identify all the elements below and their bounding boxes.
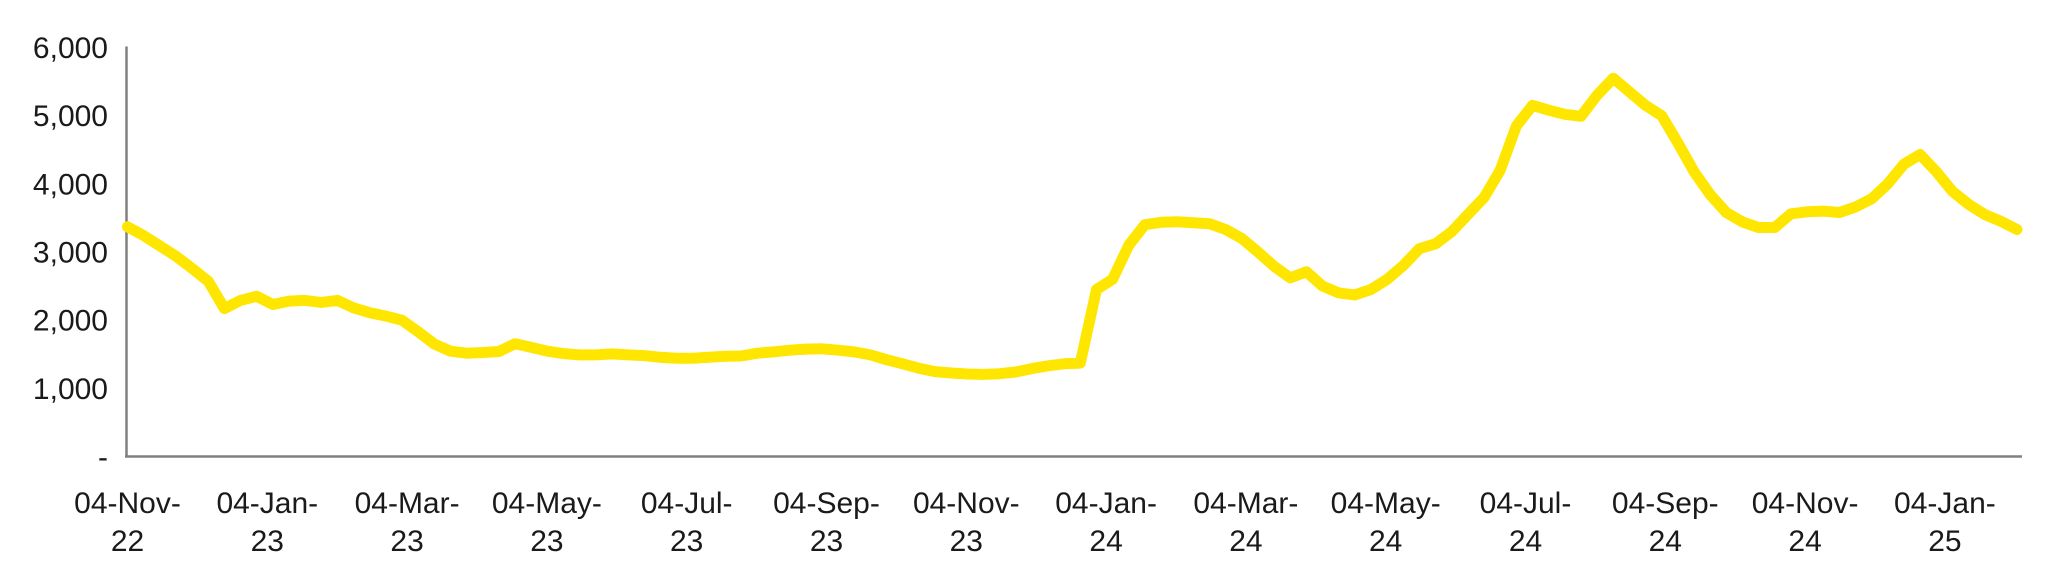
x-tick-label: 04-Sep-23 <box>773 487 880 558</box>
y-tick-label: 3,000 <box>33 237 108 270</box>
x-tick-label: 04-Jan-25 <box>1894 487 1996 558</box>
x-tick-label: 04-Jul-23 <box>641 487 733 558</box>
y-tick-label: 6,000 <box>33 32 108 65</box>
x-tick-label: 04-Nov-24 <box>1752 487 1859 558</box>
x-tick-label: 04-May-24 <box>1331 487 1441 558</box>
x-tick-label: 04-Jan-23 <box>216 487 318 558</box>
x-tick-label: 04-Sep-24 <box>1612 487 1719 558</box>
y-tick-label: 4,000 <box>33 168 108 201</box>
price-line <box>122 72 2023 380</box>
x-tick-label: 04-Mar-23 <box>355 487 460 558</box>
y-tick-label: - <box>98 441 108 474</box>
x-tick-label: 04-Jan-24 <box>1055 487 1157 558</box>
x-tick-label: 04-May-23 <box>492 487 602 558</box>
x-tick-label: 04-Jul-24 <box>1480 487 1572 558</box>
x-axis-tick-labels: 04-Nov-22 04-Jan-23 04-Mar-23 04-May-23 04-J… <box>74 487 1996 558</box>
y-axis-tick-labels: 6,000 5,000 4,000 3,000 2,000 1,000 - <box>33 32 108 474</box>
x-tick-label: 04-Mar-24 <box>1193 487 1298 558</box>
y-tick-label: 2,000 <box>33 305 108 338</box>
x-tick-label: 04-Nov-23 <box>913 487 1020 558</box>
x-tick-label: 04-Nov-22 <box>74 487 181 558</box>
y-tick-label: 1,000 <box>33 373 108 406</box>
y-tick-label: 5,000 <box>33 100 108 133</box>
